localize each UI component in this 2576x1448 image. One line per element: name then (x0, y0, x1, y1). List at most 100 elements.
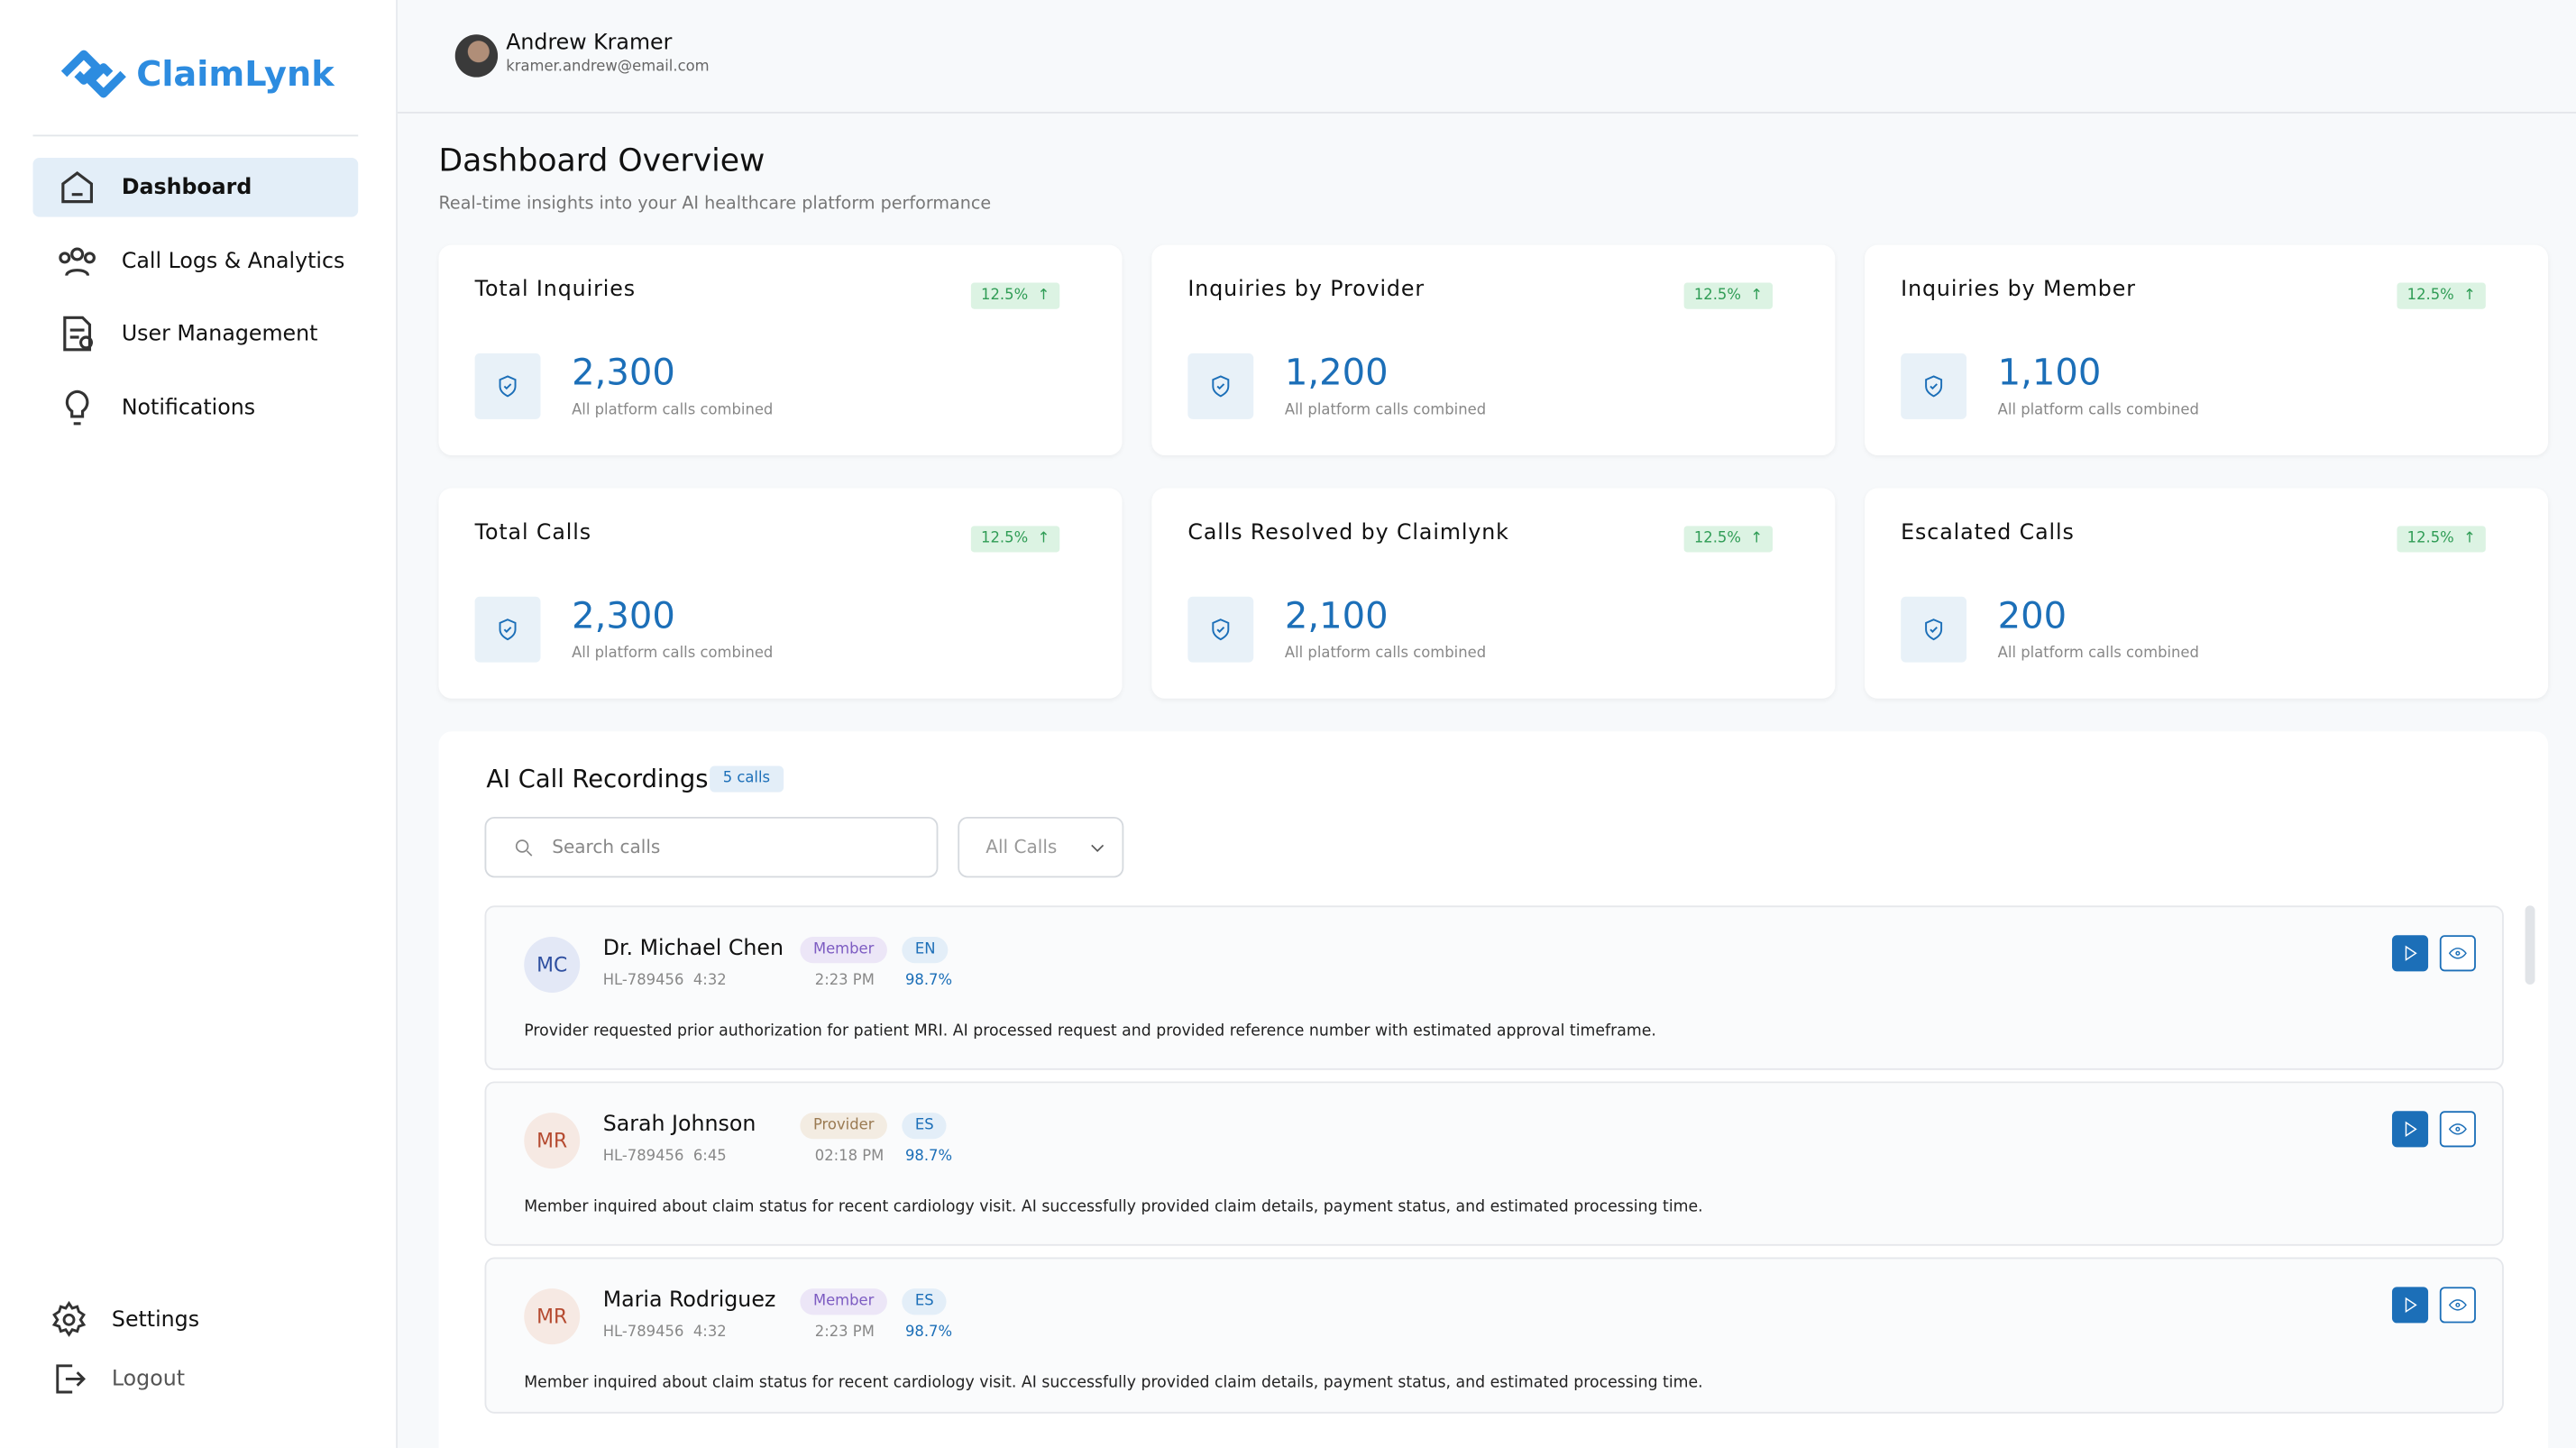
nav-label: User Management (121, 321, 318, 346)
caller-name: Maria Rodriguez (602, 1288, 776, 1314)
change-value: 12.5% (2406, 530, 2454, 548)
stat-caption: All platform calls combined (1997, 646, 2199, 663)
search-box[interactable]: Search calls (484, 816, 939, 878)
user-name: Andrew Kramer (506, 31, 673, 56)
change-badge: 12.5% ↑ (2397, 282, 2486, 309)
icon (1212, 375, 1230, 398)
stat-value: 2,300 (572, 353, 675, 395)
icon (65, 389, 89, 426)
call-id-duration: HL-789456 6:45 (603, 1149, 727, 1165)
view-button[interactable] (2439, 935, 2476, 972)
stat-caption: All platform calls combined (572, 646, 774, 663)
stat-value: 1,100 (1997, 353, 2102, 395)
role-pill: Provider (800, 1113, 888, 1140)
stat-value: 2,300 (572, 596, 675, 638)
nav-label: Dashboard (121, 175, 252, 200)
confidence: 98.7% (904, 973, 953, 990)
sidebar: ClaimLynk Dashboard Call Logs & Analytics U… (0, 0, 398, 1448)
nav-label: Logout (111, 1366, 186, 1392)
view-button[interactable] (2439, 1287, 2476, 1324)
change-value: 12.5% (2406, 288, 2454, 305)
call-row: MR Maria Rodriguez HL-789456 4:32 Member 2:2… (484, 1257, 2504, 1414)
call-id: HL-789456 (602, 1324, 684, 1342)
change-badge: 12.5% ↑ (971, 526, 1060, 553)
confidence: 98.7% (904, 1324, 953, 1342)
stat-icon (1901, 353, 1967, 419)
nav-label: Settings (111, 1307, 200, 1333)
icon (51, 1300, 87, 1337)
call-duration: 4:32 (692, 1324, 727, 1342)
stat-title: Escalated Calls (1901, 520, 2075, 546)
call-duration: 4:32 (692, 973, 727, 990)
stat-caption: All platform calls combined (1284, 646, 1487, 663)
confidence: 98.7% (904, 1149, 953, 1166)
filter-label: All Calls (985, 836, 1058, 858)
logo: ClaimLynk (58, 46, 335, 102)
nav-item[interactable]: User Management (32, 304, 358, 363)
call-id: HL-789456 (602, 973, 684, 990)
call-avatar: MC (524, 937, 581, 994)
stat-icon (1901, 596, 1967, 663)
change-badge: 12.5% ↑ (1683, 526, 1774, 553)
play-button[interactable] (2391, 935, 2429, 972)
call-summary: Member inquired about claim status for r… (524, 1373, 1703, 1392)
role-pill: Member (800, 1288, 887, 1315)
stat-title: Calls Resolved by Claimlynk (1187, 520, 1509, 546)
play-button[interactable] (2391, 1111, 2429, 1148)
icon (2405, 1121, 2417, 1137)
nav-item[interactable]: Notifications (32, 378, 358, 437)
call-summary: Member inquired about claim status for r… (524, 1197, 1703, 1216)
icon (2405, 945, 2417, 961)
icon (499, 619, 517, 641)
icon (1925, 619, 1943, 641)
nav-item[interactable]: Logout (26, 1350, 352, 1409)
change-badge: 12.5% ↑ (971, 282, 1060, 309)
change-badge: 12.5% ↑ (1683, 282, 1774, 309)
user-email: kramer.andrew@email.com (506, 59, 710, 76)
count-badge: 5 calls (710, 765, 784, 793)
icon (61, 171, 94, 204)
stat-caption: All platform calls combined (1997, 402, 2199, 419)
stat-caption: All platform calls combined (1284, 402, 1487, 419)
change-value: 12.5% (1693, 288, 1741, 305)
play-button[interactable] (2391, 1287, 2429, 1324)
icon (2405, 1297, 2417, 1314)
nav-item[interactable]: Call Logs & Analytics (32, 232, 358, 291)
change-value: 12.5% (981, 288, 1029, 305)
stat-card: Total Calls 12.5% ↑ 2,300 All platform call… (438, 488, 1123, 699)
stat-card: Escalated Calls 12.5% ↑ 200 All platform ca… (1865, 488, 2549, 699)
divider (32, 134, 359, 137)
call-time: 2:23 PM (814, 973, 875, 990)
icon (2448, 1123, 2467, 1135)
stat-value: 200 (1997, 596, 2067, 638)
filter-dropdown[interactable]: All Calls (958, 816, 1124, 878)
change-badge: 12.5% ↑ (2397, 526, 2486, 553)
call-id-duration: HL-789456 4:32 (603, 1324, 727, 1341)
stat-title: Total Inquiries (474, 278, 636, 303)
icon (1925, 375, 1943, 398)
icon (499, 375, 517, 398)
page-title: Dashboard Overview (438, 142, 765, 179)
view-button[interactable] (2439, 1111, 2476, 1148)
icon (2448, 1299, 2467, 1311)
call-avatar: MR (524, 1113, 581, 1169)
scrollbar (2525, 905, 2535, 985)
call-duration: 6:45 (692, 1149, 727, 1166)
stat-caption: All platform calls combined (572, 402, 774, 419)
stat-card: Total Inquiries 12.5% ↑ 2,300 All platform … (438, 244, 1123, 455)
icon (59, 247, 96, 277)
nav-label: Notifications (121, 395, 256, 420)
call-summary: Provider requested prior authorization f… (524, 1022, 1656, 1040)
nav-item[interactable]: Settings (26, 1290, 352, 1350)
icon (56, 1364, 86, 1394)
icon (1091, 843, 1105, 852)
stat-title: Inquiries by Member (1901, 278, 2136, 303)
call-time: 2:23 PM (814, 1324, 875, 1342)
role-pill: Member (800, 937, 887, 964)
logo-mark (60, 50, 126, 98)
caller-name: Dr. Michael Chen (602, 937, 784, 962)
stat-icon (474, 596, 541, 663)
nav-item[interactable]: Dashboard (32, 157, 359, 217)
